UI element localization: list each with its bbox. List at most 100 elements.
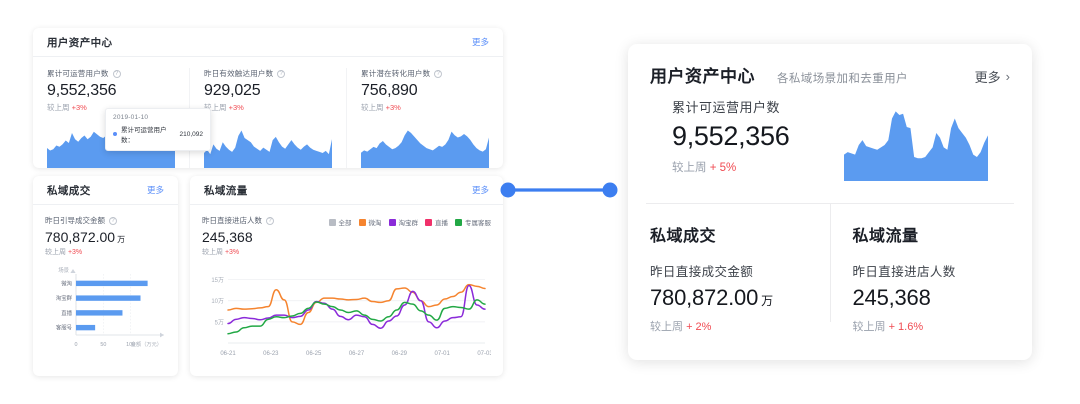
question-icon[interactable]: ?: [434, 69, 443, 78]
metric-label: 累计可运营用户数: [47, 69, 109, 78]
card-title: 私域成交: [47, 184, 91, 197]
sparkline-svg: [844, 111, 988, 181]
chart-legend: 全部 微淘 淘宝群 直播 专属客服: [328, 215, 491, 227]
svg-text:0: 0: [75, 342, 78, 348]
kpi-compare: 较上周 +3%: [45, 247, 166, 257]
svg-text:15万: 15万: [211, 277, 224, 284]
sparkline-svg: [204, 130, 332, 168]
kpi-label: 昨日直接进店人数: [202, 216, 262, 225]
horizontal-bar-chart[interactable]: 场景 0 50 100 微淘 淘宝群 直播 客服号 金额（万元）: [45, 263, 166, 355]
kpi-value: 780,872.00: [45, 229, 116, 245]
legend-item-微淘[interactable]: 微淘: [358, 217, 382, 227]
metric-compare: 较上周 +3%: [361, 102, 489, 113]
card-header: 用户资产中心 更多: [33, 28, 503, 57]
svg-text:客服号: 客服号: [56, 324, 73, 332]
compare-value: + 5%: [709, 162, 737, 174]
kpi-compare: 较上周 + 5%: [672, 159, 844, 175]
compare-value: +3%: [224, 249, 240, 256]
cell-compare: 较上周 + 1.6%: [853, 318, 1011, 334]
legend-swatch-icon: [358, 218, 366, 226]
panel-sparkline[interactable]: [844, 103, 988, 181]
kpi-and-legend-row: 昨日直接进店人数 ? 245,368 较上周 +3% 全部 微淘 淘宝群 直播 专属客服: [202, 215, 491, 257]
kpi-value-wrap: 780,872.00 万: [45, 229, 166, 245]
svg-text:06-23: 06-23: [263, 351, 279, 357]
panel-title: 用户资产中心: [650, 67, 755, 86]
compare-value: + 1.6%: [888, 321, 924, 333]
panel-kpi: 累计可运营用户数 9,552,356 较上周 + 5%: [672, 97, 844, 181]
link-connector-icon: [500, 182, 618, 198]
cell-label: 昨日直接成交金额: [650, 265, 754, 279]
metric-row: 累计可运营用户数 ? 9,552,356 较上周 +3% 昨日有效触达用户数: [33, 57, 503, 168]
compare-prefix: 较上周: [672, 162, 707, 174]
svg-text:50: 50: [100, 342, 106, 348]
compare-prefix: 较上周: [852, 321, 886, 333]
legend-swatch-icon: [455, 218, 462, 226]
legend-label: 淘宝群: [398, 220, 419, 227]
metric-value: 929,025: [204, 82, 261, 99]
compare-prefix: 较上周: [202, 249, 223, 256]
more-label: 更多: [974, 70, 1001, 85]
legend-swatch-icon: [388, 218, 396, 226]
user-asset-center-card: 用户资产中心 更多 累计可运营用户数 ? 9,552,356 较上周 +3%: [33, 28, 503, 168]
legend-label: 全部: [338, 220, 352, 227]
line-chart[interactable]: 5万 10万 15万 06-21 06-23 06-25 06-27 06-29 07-01 07…: [202, 263, 491, 361]
legend-item-淘宝群[interactable]: 淘宝群: [388, 217, 419, 227]
metric-label: 累计潜在转化用户数: [361, 69, 431, 78]
sparkline-chart-3[interactable]: [361, 126, 489, 168]
legend-item-直播[interactable]: 直播: [425, 217, 448, 227]
cell-title: 私域成交: [650, 228, 717, 245]
svg-text:07-01: 07-01: [434, 351, 450, 357]
card-title: 私域流量: [204, 184, 248, 197]
chart-tooltip: 2019-01-10 累计可运营用户数： 210,092: [105, 108, 211, 151]
card-header: 私域成交 更多: [33, 176, 178, 205]
metric-compare: 较上周 +3%: [204, 102, 332, 113]
svg-text:100: 100: [126, 342, 135, 348]
more-link[interactable]: 更多 ›: [975, 67, 1010, 86]
question-icon[interactable]: ?: [112, 69, 121, 78]
compare-value: + 2%: [686, 321, 712, 333]
svg-text:5万: 5万: [215, 319, 224, 326]
divider: [646, 203, 1014, 204]
page-title: 用户资产中心: [47, 36, 113, 49]
legend-swatch-icon: [425, 218, 432, 226]
card-body: 昨日直接进店人数 ? 245,368 较上周 +3% 全部 微淘 淘宝群 直播 专属客服…: [190, 205, 503, 361]
question-icon[interactable]: ?: [266, 216, 274, 225]
card-body: 昨日引导成交金额 ? 780,872.00 万 较上周 +3% 场景 0 50 100 微…: [33, 205, 178, 355]
kpi-label-wrap: 昨日直接进店人数 ?: [202, 215, 274, 226]
panel-cell-traffic: 私域流量 昨日直接进店人数 245,368 较上周 + 1.6%: [829, 204, 1033, 333]
compare-value: +3%: [71, 103, 87, 112]
more-link[interactable]: 更多: [146, 185, 164, 195]
kpi-label: 昨日引导成交金额: [45, 216, 105, 225]
compare-value: +3%: [228, 103, 244, 112]
more-link[interactable]: 更多: [471, 185, 489, 195]
compare-prefix: 较上周: [204, 103, 227, 112]
panel-kpi-row: 累计可运营用户数 9,552,356 较上周 + 5%: [650, 87, 1010, 181]
compare-prefix: 较上周: [45, 249, 66, 256]
panel-cell-transaction: 私域成交 昨日直接成交金额 780,872.00 万 较上周 + 2%: [628, 204, 830, 333]
panel-subtitle: 各私域场景加和去重用户: [777, 73, 908, 85]
more-link[interactable]: 更多: [471, 37, 489, 47]
question-icon[interactable]: ?: [277, 69, 286, 78]
kpi-compare: 较上周 +3%: [202, 247, 274, 257]
legend-item-全部[interactable]: 全部: [328, 217, 352, 227]
private-domain-traffic-card: 私域流量 更多 昨日直接进店人数 ? 245,368 较上周 +3% 全部 微淘 淘…: [190, 176, 503, 376]
svg-text:06-29: 06-29: [392, 351, 408, 357]
legend-label: 直播: [435, 220, 448, 227]
svg-text:07-03: 07-03: [477, 351, 491, 357]
sparkline-chart-2[interactable]: [204, 126, 332, 168]
compare-value: +3%: [385, 103, 401, 112]
question-icon[interactable]: ?: [109, 216, 117, 225]
compare-prefix: 较上周: [361, 103, 384, 112]
legend-label: 微淘: [368, 220, 382, 227]
card-header: 私域流量 更多: [190, 176, 503, 205]
svg-text:金额（万元）: 金额（万元）: [131, 340, 162, 348]
compare-prefix: 较上周: [650, 321, 683, 333]
tooltip-series-label: 累计可运营用户数：: [121, 127, 167, 144]
svg-text:直播: 直播: [61, 309, 72, 317]
svg-text:场景: 场景: [58, 266, 69, 274]
legend-item-专属客服[interactable]: 专属客服: [455, 217, 491, 227]
legend-swatch-icon: [328, 218, 336, 226]
svg-text:06-25: 06-25: [306, 351, 322, 357]
svg-text:10万: 10万: [211, 298, 224, 305]
panel-top: 用户资产中心 各私域场景加和去重用户 更多 › 累计可运营用户数 9,552,3…: [628, 44, 1032, 181]
